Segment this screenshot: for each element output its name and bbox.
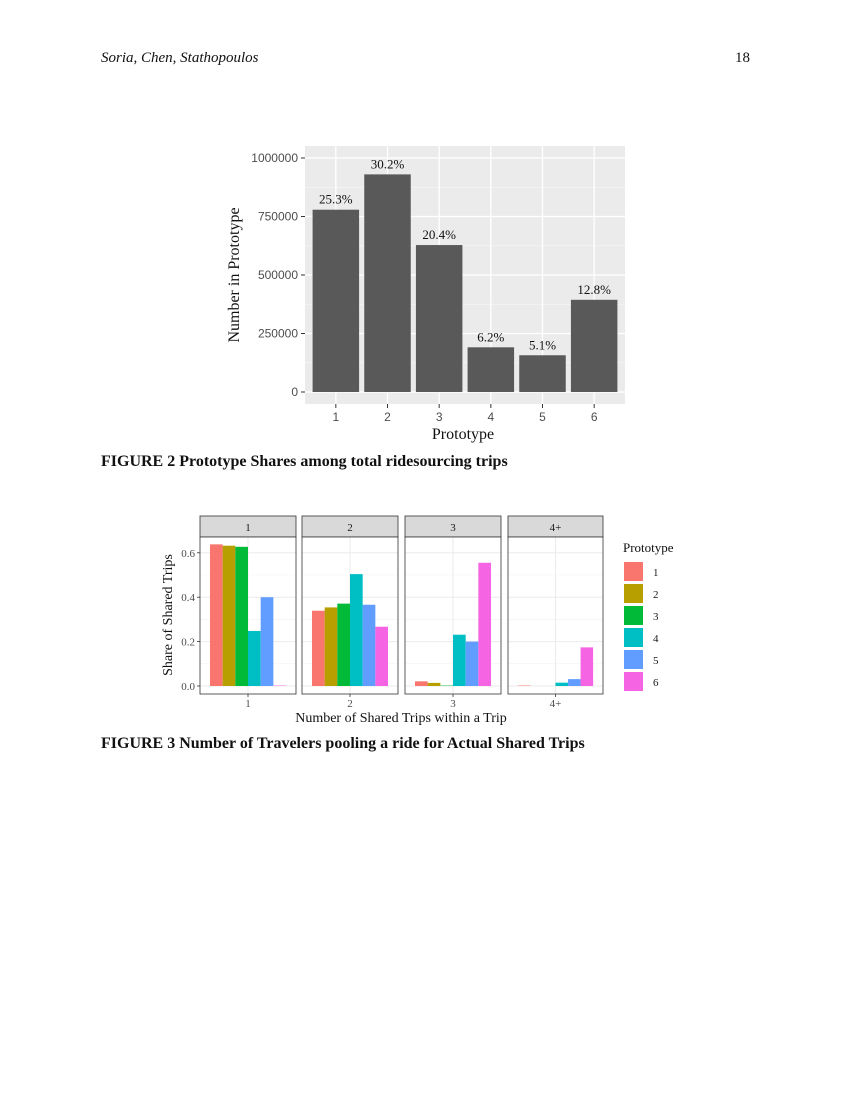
bar-data-label: 25.3% [319,192,353,207]
facet-strip-label: 2 [347,522,353,534]
facet-strip-label: 1 [245,522,251,534]
x-tick-label: 4+ [550,698,562,710]
x-tick-label: 5 [539,410,546,424]
legend-label: 2 [653,589,659,601]
y-axis-title: Share of Shared Trips [161,554,176,676]
bar-facet-2-prototype-1 [311,610,325,686]
legend-swatch-5 [624,650,643,669]
figure-2-bar-chart: 25.3% 1 30.2% 2 20.4% 3 6.2% 4 5.1% 5 12.8% 6 0 25000… [226,146,625,443]
bar-prototype-3 [415,245,463,392]
figure-3-faceted-bar-chart: 1 1 2 2 3 3 4+ 4+ 0.0 0.2 0.4 0.6 Number of Shared T… [161,515,674,726]
bar-facet-3-prototype-2 [427,682,441,686]
bar-facet-1-prototype-3 [235,546,248,686]
bar-prototype-5 [519,355,566,392]
bar-facet-3-prototype-4 [453,634,466,686]
bar-prototype-2 [364,174,411,392]
bar-facet-2-prototype-3 [337,603,350,686]
bar-facet-1-prototype-2 [222,545,236,686]
legend-label: 3 [653,611,659,623]
y-tick-label: 1000000 [251,151,298,165]
legend-label: 4 [653,633,659,645]
y-tick-label: 250000 [258,327,298,341]
bar-facet-4+-prototype-4 [555,682,569,686]
legend-swatch-2 [624,584,643,603]
x-tick-label: 2 [384,410,391,424]
legend-swatch-3 [624,606,643,625]
x-tick-label: 6 [591,410,598,424]
running-header-authors: Soria, Chen, Stathopoulos [101,50,259,66]
bar-facet-2-prototype-6 [375,626,389,686]
x-tick-label: 4 [487,410,494,424]
y-tick-label: 0.2 [181,637,195,649]
x-axis-title: Number of Shared Trips within a Trip [295,711,507,726]
y-tick-label: 750000 [258,210,298,224]
legend-swatch-1 [624,562,643,581]
legend-label: 6 [653,677,659,689]
x-tick-label: 3 [436,410,443,424]
legend-swatch-6 [624,672,643,691]
bar-facet-2-prototype-5 [362,604,376,686]
bar-facet-2-prototype-2 [324,607,338,686]
figure-3-caption: FIGURE 3 Number of Travelers pooling a r… [101,735,585,752]
bar-data-label: 6.2% [477,329,504,344]
bar-facet-1-prototype-5 [260,597,274,686]
bar-facet-1-prototype-1 [209,544,223,686]
bar-facet-3-prototype-6 [478,562,492,686]
bar-data-label: 20.4% [422,227,456,242]
bar-data-label: 12.8% [577,282,611,297]
x-tick-label: 1 [332,410,339,424]
x-tick-label: 1 [245,698,251,710]
facet-strip-label: 3 [450,522,456,534]
bar-facet-1-prototype-4 [248,630,261,686]
legend-label: 5 [653,655,659,667]
bar-data-label: 30.2% [371,156,405,171]
y-axis-title: Number in Prototype [226,207,243,342]
y-tick-label: 0.0 [181,681,195,693]
bar-facet-4+-prototype-6 [580,647,594,686]
figure-2-caption: FIGURE 2 Prototype Shares among total ri… [101,453,508,470]
bar-prototype-4 [467,347,515,392]
legend-title: Prototype [623,540,674,555]
x-tick-label: 2 [347,698,353,710]
bar-prototype-6 [570,299,618,392]
facet-strip-label: 4+ [550,522,562,534]
legend-label: 1 [653,567,659,579]
bar-facet-4+-prototype-5 [568,679,581,686]
y-tick-label: 0.4 [181,592,195,604]
bar-prototype-1 [312,209,360,392]
bar-data-label: 5.1% [529,337,556,352]
y-tick-label: 0.6 [181,548,195,560]
y-tick-label: 500000 [258,268,298,282]
bar-facet-3-prototype-1 [414,681,428,686]
x-axis-title: Prototype [432,426,494,443]
y-tick-label: 0 [291,385,298,399]
bar-facet-3-prototype-5 [465,641,479,686]
x-tick-label: 3 [450,698,456,710]
page-number: 18 [735,50,750,66]
legend-swatch-4 [624,628,643,647]
bar-facet-2-prototype-4 [350,574,363,686]
